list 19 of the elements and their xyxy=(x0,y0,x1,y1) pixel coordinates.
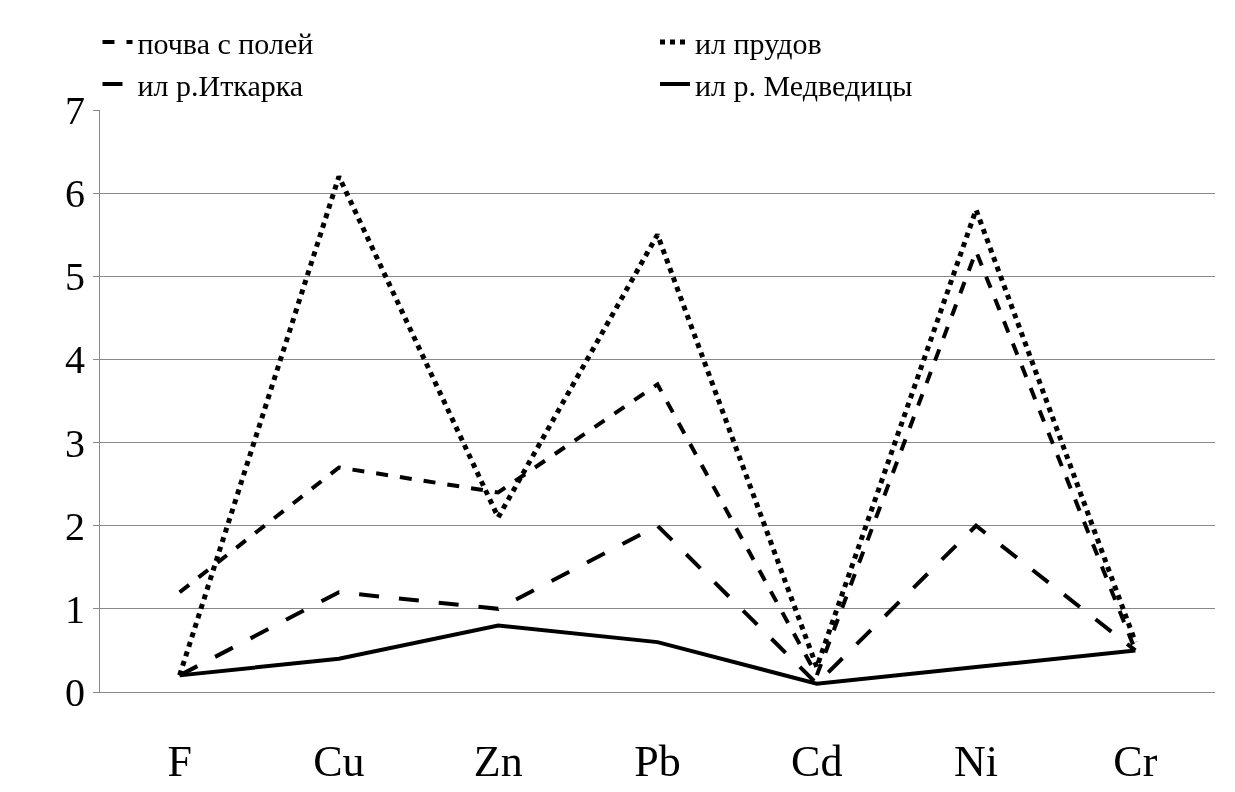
y-tick-label: 0 xyxy=(65,670,85,715)
legend-label: ил прудов xyxy=(695,26,822,60)
x-tick-label: Cd xyxy=(791,736,843,786)
y-tick-label: 5 xyxy=(65,254,85,300)
x-tick-label: F xyxy=(167,736,192,786)
x-tick-label: Zn xyxy=(473,736,523,786)
y-tick-label: 6 xyxy=(65,171,85,217)
y-tick-label: 4 xyxy=(65,337,85,383)
x-tick-label: Pb xyxy=(634,736,681,786)
y-tick-label: 1 xyxy=(65,586,85,632)
x-tick-label: Ni xyxy=(954,736,999,786)
legend-label: ил р. Медведицы xyxy=(695,68,913,102)
legend-label: ил р.Иткарка xyxy=(137,68,304,102)
x-tick-label: Cr xyxy=(1113,736,1158,786)
x-tick-label: Cu xyxy=(313,736,365,786)
y-tick-label: 7 xyxy=(65,88,85,133)
legend-label: почва с полей xyxy=(137,26,314,60)
y-tick-label: 3 xyxy=(65,420,85,466)
y-tick-label: 2 xyxy=(65,503,85,549)
